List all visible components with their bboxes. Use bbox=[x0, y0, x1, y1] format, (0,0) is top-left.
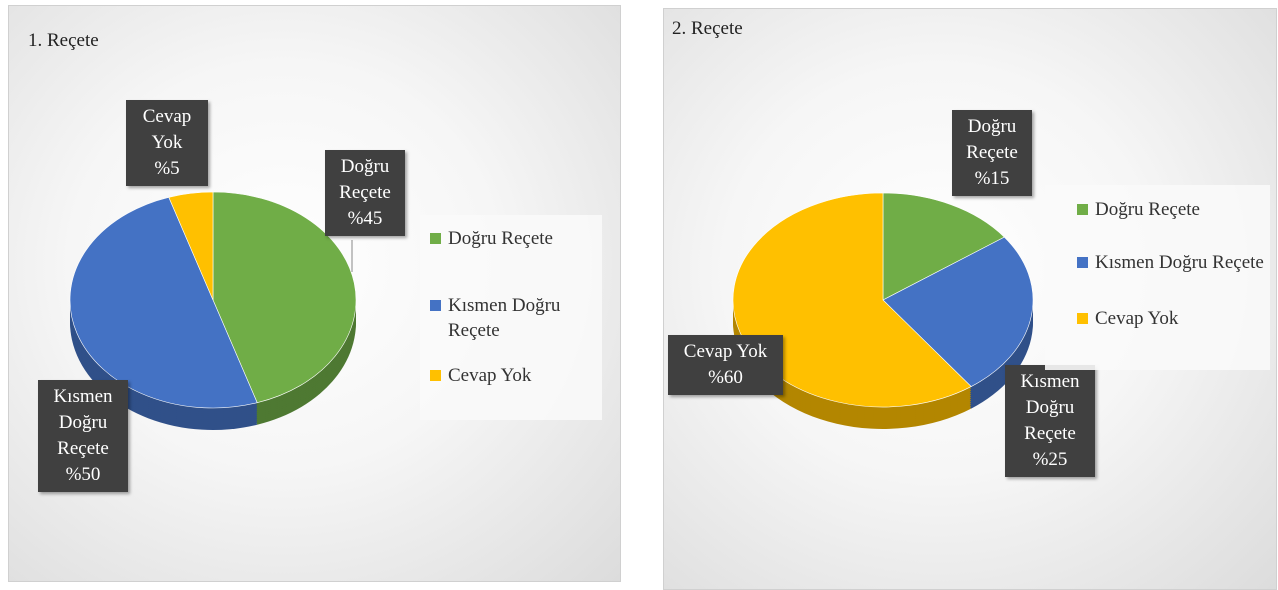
pie-slice bbox=[70, 196, 258, 409]
legend-item: Cevap Yok bbox=[1077, 306, 1278, 331]
legend-label: Cevap Yok bbox=[448, 365, 532, 386]
legend-label: Kısmen Doğru Reçete bbox=[1095, 252, 1264, 273]
data-label: Kısmen Doğru Reçete %25 bbox=[1005, 365, 1095, 477]
legend-swatch bbox=[430, 233, 441, 244]
legend-swatch bbox=[1077, 257, 1088, 268]
pie-slice bbox=[168, 191, 214, 301]
legend-swatch bbox=[430, 370, 441, 381]
data-label: Doğru Reçete %45 bbox=[325, 150, 405, 236]
legend bbox=[420, 215, 602, 420]
legend-label: Kısmen Doğru Reçete bbox=[448, 295, 561, 341]
legend bbox=[1045, 185, 1270, 370]
data-label-value: %50 bbox=[65, 464, 101, 485]
data-label-category: Cevap Yok bbox=[142, 106, 192, 153]
data-label-category: Doğru Reçete bbox=[966, 116, 1018, 163]
chart-title: 1. Reçete bbox=[28, 30, 99, 51]
legend-item: Cevap Yok bbox=[430, 363, 612, 388]
legend-item: Doğru Reçete bbox=[430, 226, 612, 251]
data-label: Kısmen Doğru Reçete %50 bbox=[38, 380, 128, 492]
chart-title: 2. Reçete bbox=[672, 18, 743, 39]
legend-label: Cevap Yok bbox=[1095, 308, 1179, 329]
data-label: Cevap Yok %60 bbox=[668, 335, 783, 395]
data-label-value: %60 bbox=[708, 367, 743, 388]
data-label-value: %15 bbox=[974, 168, 1010, 189]
data-label: Cevap Yok %5 bbox=[126, 100, 208, 186]
legend-item: Kısmen Doğru Reçete bbox=[1077, 250, 1278, 275]
legend-label: Doğru Reçete bbox=[1095, 199, 1200, 220]
data-label-category: Cevap Yok bbox=[683, 341, 768, 362]
pie-slice bbox=[732, 192, 972, 408]
legend-swatch bbox=[1077, 313, 1088, 324]
data-label-value: %5 bbox=[154, 158, 180, 179]
data-label-category: Kısmen Doğru Reçete bbox=[53, 386, 113, 459]
legend-item: Doğru Reçete bbox=[1077, 197, 1278, 222]
data-label: Doğru Reçete %15 bbox=[952, 110, 1032, 196]
data-label-value: %45 bbox=[347, 208, 383, 229]
data-label-category: Kısmen Doğru Reçete bbox=[1020, 371, 1080, 444]
data-label-category: Doğru Reçete bbox=[339, 156, 391, 203]
legend-swatch bbox=[1077, 204, 1088, 215]
data-label-value: %25 bbox=[1032, 449, 1068, 470]
legend-item: Kısmen Doğru Reçete bbox=[430, 293, 612, 343]
pie-slice bbox=[882, 236, 1034, 387]
legend-label: Doğru Reçete bbox=[448, 228, 553, 249]
legend-swatch bbox=[430, 300, 441, 311]
pie-slice bbox=[212, 191, 357, 404]
pie-slice bbox=[882, 192, 1005, 301]
